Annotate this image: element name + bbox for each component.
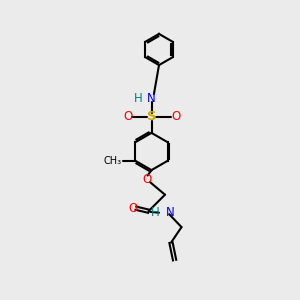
Text: O: O — [171, 110, 180, 124]
Text: O: O — [123, 110, 132, 124]
Text: S: S — [147, 110, 156, 124]
Text: CH₃: CH₃ — [103, 156, 122, 166]
Text: N: N — [147, 92, 156, 105]
Text: O: O — [142, 173, 152, 186]
Text: N: N — [166, 206, 174, 219]
Text: H: H — [151, 206, 160, 219]
Text: O: O — [129, 202, 138, 215]
Text: H: H — [134, 92, 143, 105]
